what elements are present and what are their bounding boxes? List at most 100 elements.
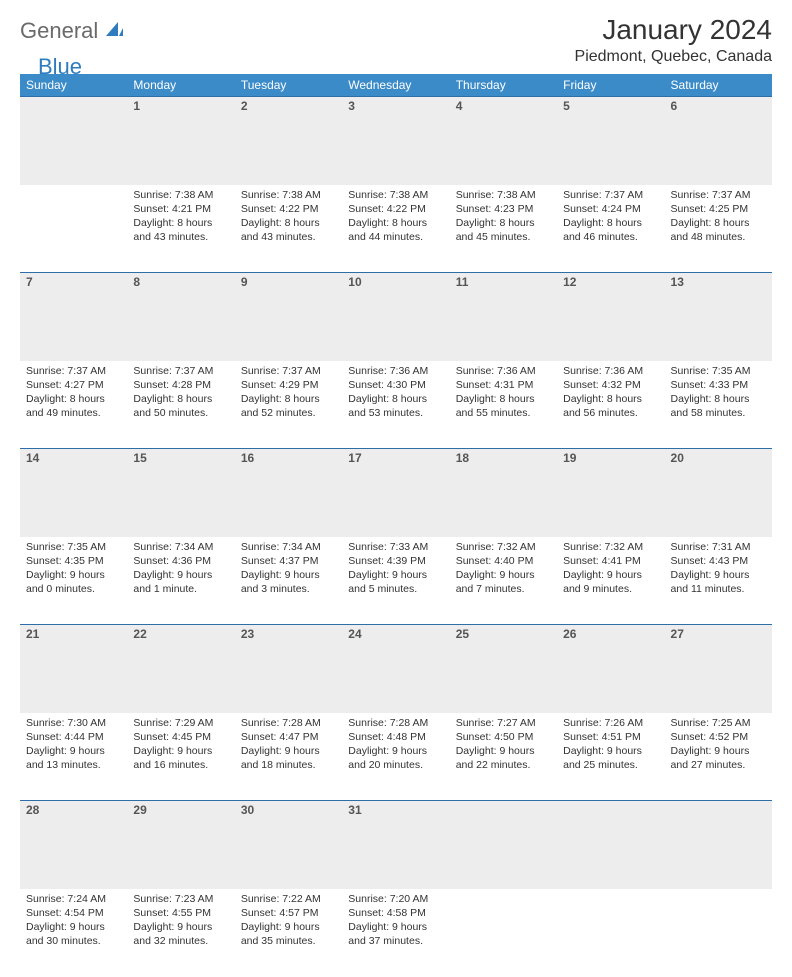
day-number: 12 — [557, 273, 664, 291]
day-data-cell: Sunrise: 7:34 AMSunset: 4:37 PMDaylight:… — [235, 537, 342, 625]
day-data-cell: Sunrise: 7:34 AMSunset: 4:36 PMDaylight:… — [127, 537, 234, 625]
day-number-cell: 5 — [557, 97, 664, 185]
day-number-cell: 6 — [665, 97, 772, 185]
day-data: Sunrise: 7:20 AMSunset: 4:58 PMDaylight:… — [342, 889, 449, 955]
day-number: 29 — [127, 801, 234, 819]
day-data-cell: Sunrise: 7:37 AMSunset: 4:25 PMDaylight:… — [665, 185, 772, 273]
day-number-cell: 25 — [450, 625, 557, 713]
day-data: Sunrise: 7:37 AMSunset: 4:29 PMDaylight:… — [235, 361, 342, 427]
day-number-cell: 30 — [235, 801, 342, 889]
day-data: Sunrise: 7:36 AMSunset: 4:31 PMDaylight:… — [450, 361, 557, 427]
day-number-cell — [450, 801, 557, 889]
day-number: 31 — [342, 801, 449, 819]
day-number: 1 — [127, 97, 234, 115]
day-number-row: 28293031 — [20, 801, 772, 889]
day-number — [665, 801, 772, 805]
day-number — [450, 801, 557, 805]
day-number: 17 — [342, 449, 449, 467]
day-number-cell: 14 — [20, 449, 127, 537]
day-data — [450, 889, 557, 898]
day-data-cell: Sunrise: 7:20 AMSunset: 4:58 PMDaylight:… — [342, 889, 449, 977]
calendar-head: SundayMondayTuesdayWednesdayThursdayFrid… — [20, 74, 772, 97]
weekday-header: Thursday — [450, 74, 557, 97]
day-data-cell: Sunrise: 7:28 AMSunset: 4:48 PMDaylight:… — [342, 713, 449, 801]
day-data: Sunrise: 7:25 AMSunset: 4:52 PMDaylight:… — [665, 713, 772, 779]
day-number: 20 — [665, 449, 772, 467]
day-data: Sunrise: 7:22 AMSunset: 4:57 PMDaylight:… — [235, 889, 342, 955]
day-number-row: 21222324252627 — [20, 625, 772, 713]
day-number: 10 — [342, 273, 449, 291]
day-number: 14 — [20, 449, 127, 467]
day-number-cell: 11 — [450, 273, 557, 361]
day-number-cell: 2 — [235, 97, 342, 185]
day-number: 21 — [20, 625, 127, 643]
day-number-cell: 19 — [557, 449, 664, 537]
day-number-row: 123456 — [20, 97, 772, 185]
day-number-cell: 21 — [20, 625, 127, 713]
calendar-body: 123456Sunrise: 7:38 AMSunset: 4:21 PMDay… — [20, 97, 772, 977]
day-data-row: Sunrise: 7:30 AMSunset: 4:44 PMDaylight:… — [20, 713, 772, 801]
day-number: 6 — [665, 97, 772, 115]
day-number-cell: 26 — [557, 625, 664, 713]
day-data — [665, 889, 772, 898]
day-data-cell: Sunrise: 7:36 AMSunset: 4:32 PMDaylight:… — [557, 361, 664, 449]
day-number-cell: 18 — [450, 449, 557, 537]
day-number: 22 — [127, 625, 234, 643]
month-title: January 2024 — [575, 14, 772, 46]
day-number-cell — [665, 801, 772, 889]
day-data: Sunrise: 7:35 AMSunset: 4:33 PMDaylight:… — [665, 361, 772, 427]
day-data-cell: Sunrise: 7:38 AMSunset: 4:23 PMDaylight:… — [450, 185, 557, 273]
day-data: Sunrise: 7:32 AMSunset: 4:40 PMDaylight:… — [450, 537, 557, 603]
day-data-cell: Sunrise: 7:35 AMSunset: 4:35 PMDaylight:… — [20, 537, 127, 625]
day-data-cell: Sunrise: 7:32 AMSunset: 4:40 PMDaylight:… — [450, 537, 557, 625]
day-number-cell: 9 — [235, 273, 342, 361]
calendar-table: SundayMondayTuesdayWednesdayThursdayFrid… — [20, 74, 772, 977]
day-number-cell — [557, 801, 664, 889]
day-data-cell — [665, 889, 772, 977]
day-data-row: Sunrise: 7:24 AMSunset: 4:54 PMDaylight:… — [20, 889, 772, 977]
day-data: Sunrise: 7:32 AMSunset: 4:41 PMDaylight:… — [557, 537, 664, 603]
day-number-cell: 27 — [665, 625, 772, 713]
day-data: Sunrise: 7:23 AMSunset: 4:55 PMDaylight:… — [127, 889, 234, 955]
day-data-cell: Sunrise: 7:25 AMSunset: 4:52 PMDaylight:… — [665, 713, 772, 801]
day-data-cell: Sunrise: 7:36 AMSunset: 4:31 PMDaylight:… — [450, 361, 557, 449]
day-data-cell: Sunrise: 7:22 AMSunset: 4:57 PMDaylight:… — [235, 889, 342, 977]
day-number: 26 — [557, 625, 664, 643]
day-data-cell — [20, 185, 127, 273]
day-data-cell: Sunrise: 7:33 AMSunset: 4:39 PMDaylight:… — [342, 537, 449, 625]
weekday-header: Wednesday — [342, 74, 449, 97]
day-data-cell: Sunrise: 7:38 AMSunset: 4:21 PMDaylight:… — [127, 185, 234, 273]
day-data: Sunrise: 7:38 AMSunset: 4:22 PMDaylight:… — [235, 185, 342, 251]
day-number: 11 — [450, 273, 557, 291]
day-data-cell: Sunrise: 7:38 AMSunset: 4:22 PMDaylight:… — [235, 185, 342, 273]
day-data — [557, 889, 664, 898]
day-number-row: 14151617181920 — [20, 449, 772, 537]
day-data: Sunrise: 7:37 AMSunset: 4:28 PMDaylight:… — [127, 361, 234, 427]
weekday-header: Tuesday — [235, 74, 342, 97]
day-data-cell — [557, 889, 664, 977]
day-data: Sunrise: 7:38 AMSunset: 4:21 PMDaylight:… — [127, 185, 234, 251]
day-data: Sunrise: 7:36 AMSunset: 4:32 PMDaylight:… — [557, 361, 664, 427]
logo-sail-icon — [104, 20, 124, 43]
logo-text-general: General — [20, 18, 98, 44]
day-data-cell: Sunrise: 7:37 AMSunset: 4:29 PMDaylight:… — [235, 361, 342, 449]
day-number — [557, 801, 664, 805]
day-number-cell: 7 — [20, 273, 127, 361]
day-data: Sunrise: 7:36 AMSunset: 4:30 PMDaylight:… — [342, 361, 449, 427]
day-number: 7 — [20, 273, 127, 291]
day-number-cell: 20 — [665, 449, 772, 537]
day-data-cell: Sunrise: 7:28 AMSunset: 4:47 PMDaylight:… — [235, 713, 342, 801]
day-number: 30 — [235, 801, 342, 819]
day-number-cell: 10 — [342, 273, 449, 361]
day-number-cell: 13 — [665, 273, 772, 361]
day-data: Sunrise: 7:24 AMSunset: 4:54 PMDaylight:… — [20, 889, 127, 955]
day-number: 25 — [450, 625, 557, 643]
day-number-cell: 23 — [235, 625, 342, 713]
logo: General — [20, 14, 128, 44]
day-data: Sunrise: 7:28 AMSunset: 4:48 PMDaylight:… — [342, 713, 449, 779]
day-number-cell: 12 — [557, 273, 664, 361]
day-data-cell: Sunrise: 7:36 AMSunset: 4:30 PMDaylight:… — [342, 361, 449, 449]
day-number: 15 — [127, 449, 234, 467]
day-number: 9 — [235, 273, 342, 291]
day-number: 2 — [235, 97, 342, 115]
